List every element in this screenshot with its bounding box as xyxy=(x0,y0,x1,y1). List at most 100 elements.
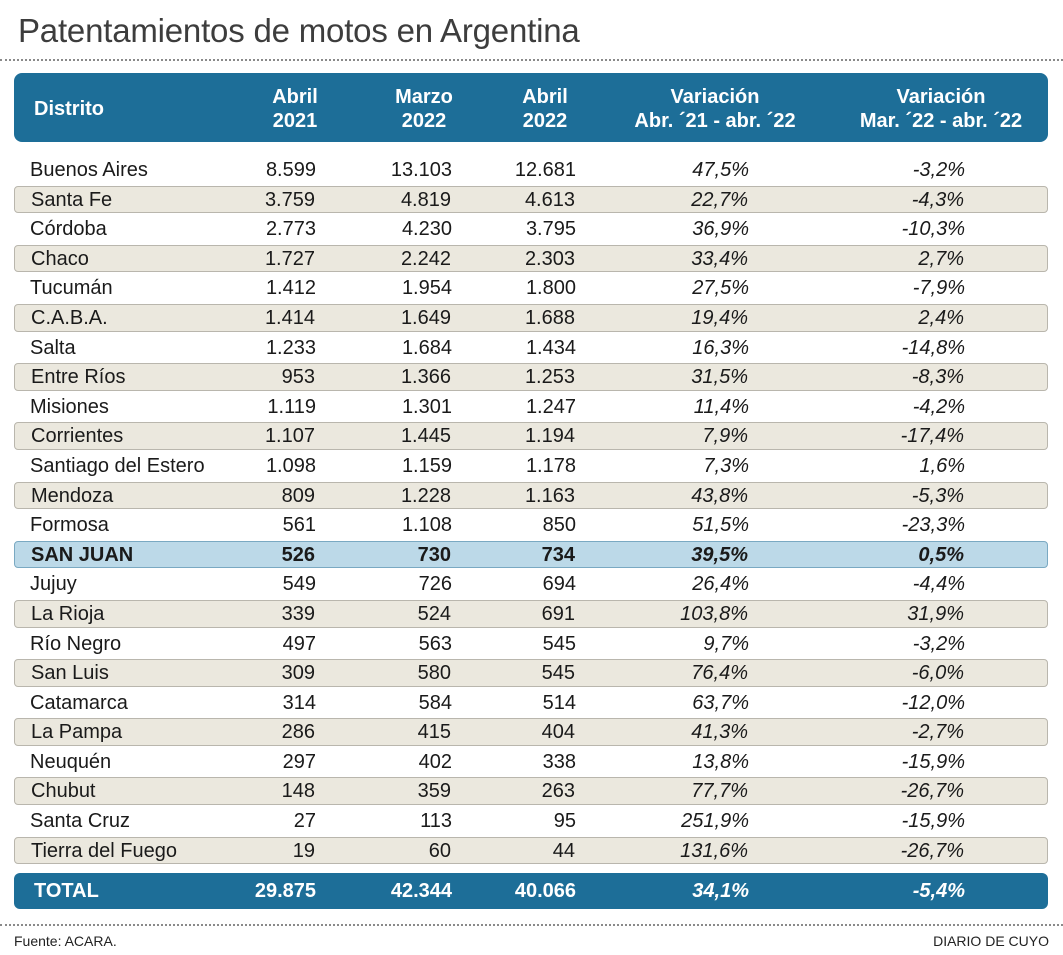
table-row: La Pampa 286 415 404 41,3% -2,7% xyxy=(14,718,1048,746)
value-abril-2021: 1.107 xyxy=(264,425,315,448)
value-marzo-2022: 113 xyxy=(420,810,452,833)
table-row: Formosa 561 1.108 850 51,5% -23,3% xyxy=(14,511,1048,539)
header-marzo-2022: Marzo 2022 xyxy=(395,86,453,132)
value-abril-2022: 734 xyxy=(541,543,575,566)
top-divider xyxy=(0,59,1063,61)
source-note: Fuente: ACARA. xyxy=(14,933,117,949)
district-name: C.A.B.A. xyxy=(31,306,108,329)
value-abril-2021: 561 xyxy=(282,514,316,537)
value-marzo-2022: 359 xyxy=(417,780,451,803)
variation-abr21-abr22: 7,3% xyxy=(703,454,749,477)
value-abril-2022: 691 xyxy=(541,602,575,625)
value-abril-2022: 4.613 xyxy=(524,188,575,211)
value-marzo-2022: 730 xyxy=(417,543,451,566)
value-marzo-2022: 563 xyxy=(418,632,452,655)
value-abril-2021: 314 xyxy=(282,691,316,714)
header-abril-2022: Abril 2022 xyxy=(522,86,568,132)
district-name: Corrientes xyxy=(31,425,124,448)
district-name: Tierra del Fuego xyxy=(31,839,177,862)
value-marzo-2022: 1.366 xyxy=(400,366,451,389)
value-abril-2022: 338 xyxy=(542,750,576,773)
variation-mar22-abr22: -15,9% xyxy=(901,750,965,773)
value-marzo-2022: 524 xyxy=(417,602,451,625)
district-name: Santiago del Estero xyxy=(30,454,205,477)
variation-abr21-abr22: 19,4% xyxy=(691,306,748,329)
value-marzo-2022: 2.242 xyxy=(400,247,451,270)
district-name: La Pampa xyxy=(31,721,123,744)
header-abril-2021: Abril 2021 xyxy=(272,86,318,132)
table-row: Mendoza 809 1.228 1.163 43,8% -5,3% xyxy=(14,481,1048,510)
value-abril-2021: 497 xyxy=(282,632,316,655)
variation-mar22-abr22: -2,7% xyxy=(911,721,964,744)
value-abril-2021: 526 xyxy=(281,543,315,566)
value-abril-2021: 297 xyxy=(282,750,316,773)
district-name: Buenos Aires xyxy=(30,159,148,181)
value-abril-2021: 286 xyxy=(281,721,315,744)
table-row: Entre Ríos 953 1.366 1.253 31,5% -8,3% xyxy=(14,363,1048,391)
variation-abr21-abr22: 47,5% xyxy=(692,159,749,181)
value-abril-2022: 1.178 xyxy=(525,454,576,477)
value-marzo-2022: 1.954 xyxy=(401,277,452,300)
value-abril-2021: 148 xyxy=(281,780,315,803)
table-row: Córdoba 2.773 4.230 3.795 36,9% -10,3% xyxy=(14,215,1048,243)
value-abril-2022: 1.253 xyxy=(524,366,575,389)
district-name: Santa Cruz xyxy=(30,810,131,833)
variation-abr21-abr22: 36,9% xyxy=(692,218,749,241)
table-row: Corrientes 1.107 1.445 1.194 7,9% -17,4% xyxy=(14,422,1048,450)
value-abril-2022: 95 xyxy=(553,810,576,833)
value-abril-2021: 809 xyxy=(281,484,315,507)
variation-abr21-abr22: 41,3% xyxy=(691,721,748,744)
total-abr22: 40.066 xyxy=(514,880,576,902)
table-row: Tucumán 1.412 1.954 1.800 27,5% -7,9% xyxy=(14,274,1048,302)
value-abril-2022: 1.163 xyxy=(524,484,575,507)
table-row: Salta 1.233 1.684 1.434 16,3% -14,8% xyxy=(14,334,1048,362)
variation-abr21-abr22: 33,4% xyxy=(691,247,748,270)
header-variacion-2: Variación Mar. ´22 - abr. ´22 xyxy=(859,86,1023,132)
variation-mar22-abr22: -6,0% xyxy=(911,662,964,685)
value-marzo-2022: 1.108 xyxy=(401,514,452,537)
table-row: Misiones 1.119 1.301 1.247 11,4% -4,2% xyxy=(14,393,1048,421)
district-name: Misiones xyxy=(30,395,109,418)
brand-name: DIARIO DE CUYO xyxy=(933,933,1049,949)
value-abril-2022: 1.194 xyxy=(524,425,575,448)
variation-abr21-abr22: 43,8% xyxy=(691,484,748,507)
value-abril-2021: 1.412 xyxy=(265,277,316,300)
value-abril-2021: 1.233 xyxy=(265,336,316,359)
value-abril-2022: 850 xyxy=(542,514,576,537)
variation-abr21-abr22: 13,8% xyxy=(692,750,749,773)
variation-abr21-abr22: 77,7% xyxy=(691,780,748,803)
value-marzo-2022: 4.230 xyxy=(401,218,452,241)
table-row: Chaco 1.727 2.242 2.303 33,4% 2,7% xyxy=(14,244,1048,273)
value-marzo-2022: 584 xyxy=(418,691,452,714)
variation-abr21-abr22: 103,8% xyxy=(680,602,748,625)
total-label: TOTAL xyxy=(34,880,99,902)
value-abril-2021: 19 xyxy=(292,839,315,862)
value-marzo-2022: 4.819 xyxy=(400,188,451,211)
table-row: Catamarca 314 584 514 63,7% -12,0% xyxy=(14,689,1048,717)
total-row: TOTAL 29.875 42.344 40.066 34,1% -5,4% xyxy=(14,873,1048,909)
district-name: SAN JUAN xyxy=(31,543,134,566)
variation-mar22-abr22: -23,3% xyxy=(901,514,965,537)
value-abril-2021: 309 xyxy=(281,662,315,685)
table-row-highlighted: SAN JUAN 526 730 734 39,5% 0,5% xyxy=(14,540,1048,569)
value-marzo-2022: 13.103 xyxy=(390,159,452,181)
district-name: La Rioja xyxy=(31,602,105,625)
table-row: Santa Fe 3.759 4.819 4.613 22,7% -4,3% xyxy=(14,185,1048,214)
total-var2: -5,4% xyxy=(912,880,965,902)
total-mar22: 42.344 xyxy=(390,880,452,902)
table-row: Chubut 148 359 263 77,7% -26,7% xyxy=(14,777,1048,806)
value-abril-2021: 1.119 xyxy=(267,395,316,418)
value-abril-2021: 549 xyxy=(282,573,316,596)
header-variacion-1: Variación Abr. ´21 - abr. ´22 xyxy=(634,86,796,132)
district-name: Formosa xyxy=(30,514,109,537)
district-name: Santa Fe xyxy=(31,188,113,211)
value-marzo-2022: 1.649 xyxy=(400,306,451,329)
table-row: Neuquén 297 402 338 13,8% -15,9% xyxy=(14,748,1048,776)
variation-mar22-abr22: -14,8% xyxy=(901,336,965,359)
value-marzo-2022: 1.301 xyxy=(401,395,452,418)
table-row: La Rioja 339 524 691 103,8% 31,9% xyxy=(14,599,1048,628)
variation-mar22-abr22: 0,5% xyxy=(918,543,964,566)
variation-mar22-abr22: -3,2% xyxy=(912,632,965,655)
variation-abr21-abr22: 26,4% xyxy=(692,573,749,596)
value-abril-2021: 1.414 xyxy=(264,306,315,329)
